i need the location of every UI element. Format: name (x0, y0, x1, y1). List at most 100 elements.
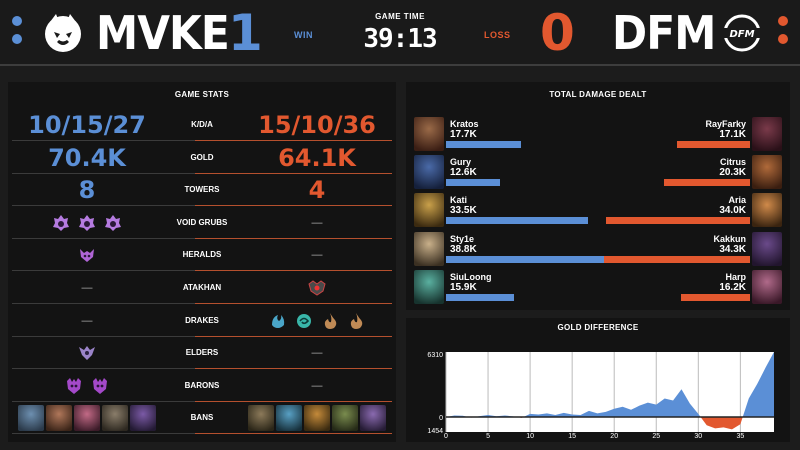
stat-left-value: 70.4K (12, 142, 162, 174)
champion-ban-8 (304, 405, 330, 432)
header-divider (0, 64, 800, 66)
damage-row: Gury 12.6K Citrus 20.3K (414, 155, 782, 193)
right-damage-bar (604, 255, 750, 263)
right-damage-value: 20.3K (719, 167, 746, 179)
void-grub-icon (105, 214, 121, 231)
stat-left-value (12, 207, 162, 239)
herald-icon (80, 249, 94, 263)
left-damage-value: 12.6K (450, 167, 477, 179)
right-damage-bar (677, 141, 750, 148)
stat-row-bans: BANS (12, 402, 392, 435)
damage-row: Kratos 17.7K RayFarky 17.1K (414, 117, 782, 155)
stat-left-value: — (12, 305, 162, 337)
damage-row: SiuLoong 15.9K Harp 16.2K (414, 269, 782, 308)
stat-label: GOLD (190, 152, 214, 162)
elder-drake-icon (79, 346, 95, 361)
void-grub-icon (53, 214, 69, 231)
left-damage-bar (446, 179, 500, 187)
stat-right-value: 4 (242, 174, 392, 206)
gold-x-tick: 35 (736, 433, 744, 438)
infernal-drake-icon (324, 312, 337, 329)
left-stat-text: — (81, 282, 93, 294)
right-player-portrait (752, 269, 782, 304)
gold-lead-area-dfm (468, 417, 743, 430)
gold-x-tick: 25 (652, 433, 660, 438)
champion-ban-2 (46, 405, 72, 432)
stat-row-k-d-a: K/D/A 10/15/27 15/10/36 (12, 109, 392, 141)
stat-left-value: 8 (12, 174, 162, 206)
series-dot-right-2 (778, 34, 788, 44)
gold-x-tick: 15 (568, 433, 576, 438)
right-stat-text: — (311, 347, 323, 360)
row-accent-line (195, 205, 392, 207)
left-team-name: MVKE (96, 6, 230, 60)
infernal-drake-icon (350, 312, 363, 329)
stat-label: TOWERS (184, 185, 220, 195)
right-player-name: Citrus (719, 157, 746, 168)
left-damage-bar (446, 217, 589, 225)
stat-row-heralds: HERALDS — (12, 239, 392, 272)
left-damage-value: 15.9K (450, 281, 477, 293)
right-damage-bar (681, 293, 750, 301)
stat-label: VOID GRUBS (176, 217, 228, 227)
stat-right-value: — (242, 370, 392, 402)
right-player-name: Aria (728, 195, 746, 206)
stat-row-barons: BARONS — (12, 370, 392, 402)
left-stat-text: 10/15/27 (28, 111, 146, 139)
gold-x-tick: 20 (610, 433, 618, 438)
left-team-score: 1 (228, 4, 263, 62)
baron-icon (67, 377, 81, 394)
game-time-value: 39:13 (363, 24, 437, 54)
left-damage-value: 38.8K (450, 243, 477, 255)
stat-right-value: 64.1K (242, 142, 392, 174)
stat-row-towers: TOWERS 8 4 (12, 174, 392, 207)
row-accent-line (195, 368, 392, 370)
left-player-portrait (414, 155, 444, 190)
stat-row-elders: ELDERS — (12, 337, 392, 370)
stat-label: DRAKES (185, 315, 219, 325)
right-damage-value: 16.2K (719, 281, 746, 293)
stat-right-value: — (242, 239, 392, 271)
right-stat-text: 15/10/36 (258, 111, 376, 139)
right-player-name: RayFarky (705, 119, 746, 129)
gold-y-min-label: 1454 (427, 428, 443, 435)
row-accent-line (195, 140, 392, 141)
match-header: MVKE 1 WIN GAME TIME 39:13 LOSS 0 DFM DF… (0, 0, 800, 64)
gold-y-zero-label: 0 (439, 415, 443, 422)
ocean-drake-icon (272, 314, 285, 328)
right-player-portrait (752, 193, 782, 228)
stat-row-drakes: DRAKES — (12, 305, 392, 337)
stat-right-value: — (242, 207, 392, 239)
row-accent-line (195, 400, 392, 402)
left-damage-value: 17.7K (450, 129, 477, 140)
stat-left-value (12, 402, 162, 434)
row-accent-line (195, 335, 392, 337)
left-stat-text: 70.4K (48, 143, 126, 172)
series-dot-right-1 (778, 16, 788, 26)
row-accent-line (195, 237, 392, 239)
right-stat-text: — (311, 379, 323, 392)
svg-text:DFM: DFM (729, 29, 754, 40)
right-player-portrait (752, 231, 782, 266)
left-player-portrait (414, 269, 444, 304)
left-player-name: Kratos (450, 119, 479, 129)
champion-ban-7 (276, 405, 302, 432)
stat-label: BARONS (184, 380, 220, 390)
right-player-name: Harp (725, 271, 746, 282)
left-damage-bar (446, 255, 611, 263)
right-damage-value: 17.1K (719, 129, 746, 140)
stat-left-value (12, 370, 162, 402)
mvke-logo-icon (45, 14, 81, 52)
game-stats-title: GAME STATS (174, 90, 230, 99)
right-damage-bar (663, 179, 750, 187)
right-player-portrait (752, 117, 782, 151)
champion-ban-10 (360, 405, 386, 432)
gold-x-tick: 10 (526, 433, 534, 438)
champion-ban-5 (130, 405, 156, 432)
series-dot-left-2 (12, 34, 22, 44)
stat-right-value (242, 402, 392, 434)
gold-y-max-label: 6310 (427, 352, 443, 359)
left-player-portrait (414, 117, 444, 151)
